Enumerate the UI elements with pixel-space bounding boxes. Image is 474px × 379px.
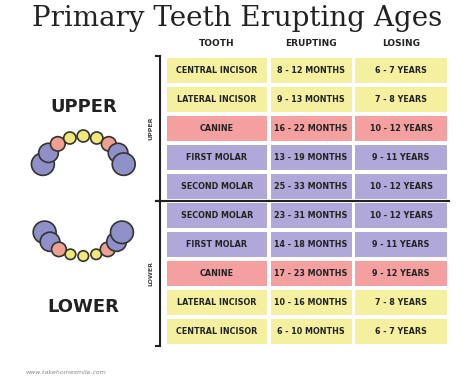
Ellipse shape xyxy=(52,242,66,257)
Text: FIRST MOLAR: FIRST MOLAR xyxy=(186,240,247,249)
Text: LATERAL INCISOR: LATERAL INCISOR xyxy=(177,298,257,307)
Ellipse shape xyxy=(91,249,101,260)
Text: FIRST MOLAR: FIRST MOLAR xyxy=(186,153,247,162)
Text: 23 - 31 MONTHS: 23 - 31 MONTHS xyxy=(274,211,348,220)
Ellipse shape xyxy=(64,132,76,144)
Ellipse shape xyxy=(39,143,58,163)
FancyBboxPatch shape xyxy=(167,232,267,257)
FancyBboxPatch shape xyxy=(355,87,447,112)
Text: ERUPTING: ERUPTING xyxy=(285,39,337,47)
FancyBboxPatch shape xyxy=(271,261,352,286)
Text: SECOND MOLAR: SECOND MOLAR xyxy=(181,182,253,191)
FancyBboxPatch shape xyxy=(355,58,447,83)
Text: SECOND MOLAR: SECOND MOLAR xyxy=(181,211,253,220)
Ellipse shape xyxy=(65,249,76,260)
Ellipse shape xyxy=(40,232,60,251)
Ellipse shape xyxy=(110,221,133,243)
FancyBboxPatch shape xyxy=(355,203,447,228)
FancyBboxPatch shape xyxy=(167,290,267,315)
Ellipse shape xyxy=(91,132,103,144)
Ellipse shape xyxy=(77,130,90,142)
Ellipse shape xyxy=(107,232,127,251)
Text: 10 - 16 MONTHS: 10 - 16 MONTHS xyxy=(274,298,348,307)
Text: www.takehomesmile.com: www.takehomesmile.com xyxy=(25,370,106,375)
Text: LOWER: LOWER xyxy=(148,261,153,286)
Text: 9 - 13 MONTHS: 9 - 13 MONTHS xyxy=(277,95,345,104)
Text: 9 - 11 YEARS: 9 - 11 YEARS xyxy=(373,240,430,249)
Text: 9 - 11 YEARS: 9 - 11 YEARS xyxy=(373,153,430,162)
Text: UPPER: UPPER xyxy=(148,117,153,140)
Text: 6 - 10 MONTHS: 6 - 10 MONTHS xyxy=(277,327,345,336)
Text: 9 - 12 YEARS: 9 - 12 YEARS xyxy=(373,269,430,278)
Text: 8 - 12 MONTHS: 8 - 12 MONTHS xyxy=(277,66,345,75)
FancyBboxPatch shape xyxy=(271,145,352,170)
Text: 7 - 8 YEARS: 7 - 8 YEARS xyxy=(375,298,427,307)
FancyBboxPatch shape xyxy=(167,261,267,286)
Ellipse shape xyxy=(78,251,89,261)
FancyBboxPatch shape xyxy=(355,290,447,315)
Text: Primary Teeth Erupting Ages: Primary Teeth Erupting Ages xyxy=(32,6,442,33)
Text: 25 - 33 MONTHS: 25 - 33 MONTHS xyxy=(274,182,348,191)
Text: 10 - 12 YEARS: 10 - 12 YEARS xyxy=(370,124,433,133)
Ellipse shape xyxy=(33,221,56,243)
Ellipse shape xyxy=(100,242,115,257)
Ellipse shape xyxy=(31,153,55,175)
Text: 16 - 22 MONTHS: 16 - 22 MONTHS xyxy=(274,124,348,133)
FancyBboxPatch shape xyxy=(271,319,352,344)
Ellipse shape xyxy=(50,137,65,151)
Text: TOOTH: TOOTH xyxy=(199,39,235,47)
Ellipse shape xyxy=(112,153,135,175)
FancyBboxPatch shape xyxy=(271,203,352,228)
Text: CANINE: CANINE xyxy=(200,269,234,278)
Text: CENTRAL INCISOR: CENTRAL INCISOR xyxy=(176,327,257,336)
FancyBboxPatch shape xyxy=(167,87,267,112)
Text: LOSING: LOSING xyxy=(382,39,420,47)
FancyBboxPatch shape xyxy=(271,174,352,199)
Text: UPPER: UPPER xyxy=(50,98,117,116)
FancyBboxPatch shape xyxy=(167,145,267,170)
FancyBboxPatch shape xyxy=(355,319,447,344)
FancyBboxPatch shape xyxy=(355,261,447,286)
FancyBboxPatch shape xyxy=(355,145,447,170)
Text: CANINE: CANINE xyxy=(200,124,234,133)
FancyBboxPatch shape xyxy=(167,116,267,141)
FancyBboxPatch shape xyxy=(355,232,447,257)
Text: 13 - 19 MONTHS: 13 - 19 MONTHS xyxy=(274,153,348,162)
FancyBboxPatch shape xyxy=(271,87,352,112)
Ellipse shape xyxy=(101,137,116,151)
FancyBboxPatch shape xyxy=(167,203,267,228)
Text: 10 - 12 YEARS: 10 - 12 YEARS xyxy=(370,211,433,220)
Text: 10 - 12 YEARS: 10 - 12 YEARS xyxy=(370,182,433,191)
FancyBboxPatch shape xyxy=(355,116,447,141)
FancyBboxPatch shape xyxy=(355,174,447,199)
Text: LOWER: LOWER xyxy=(47,298,119,316)
FancyBboxPatch shape xyxy=(271,232,352,257)
FancyBboxPatch shape xyxy=(167,174,267,199)
Ellipse shape xyxy=(108,143,128,163)
Text: LATERAL INCISOR: LATERAL INCISOR xyxy=(177,95,257,104)
FancyBboxPatch shape xyxy=(167,58,267,83)
FancyBboxPatch shape xyxy=(271,58,352,83)
Text: CENTRAL INCISOR: CENTRAL INCISOR xyxy=(176,66,257,75)
Text: 6 - 7 YEARS: 6 - 7 YEARS xyxy=(375,327,427,336)
FancyBboxPatch shape xyxy=(271,116,352,141)
FancyBboxPatch shape xyxy=(167,319,267,344)
Text: 7 - 8 YEARS: 7 - 8 YEARS xyxy=(375,95,427,104)
Text: 17 - 23 MONTHS: 17 - 23 MONTHS xyxy=(274,269,348,278)
Text: 6 - 7 YEARS: 6 - 7 YEARS xyxy=(375,66,427,75)
FancyBboxPatch shape xyxy=(271,290,352,315)
Text: 14 - 18 MONTHS: 14 - 18 MONTHS xyxy=(274,240,348,249)
